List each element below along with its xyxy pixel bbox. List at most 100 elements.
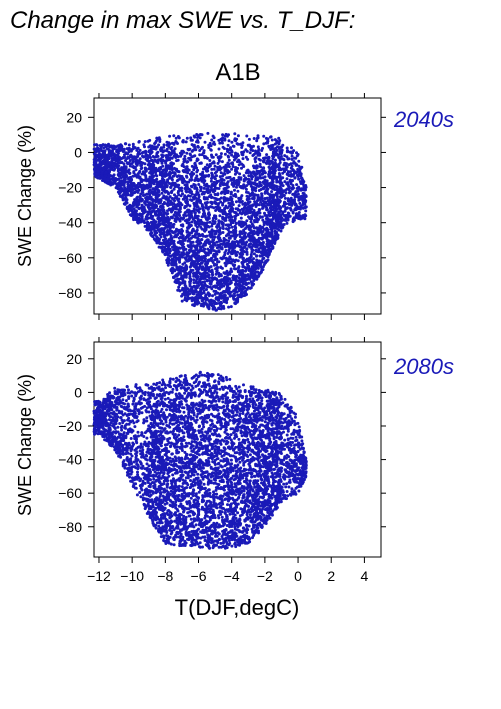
scatter-point bbox=[261, 244, 265, 248]
scatter-point bbox=[248, 200, 252, 204]
scatter-point bbox=[94, 156, 98, 160]
scatter-point bbox=[108, 162, 112, 166]
scatter-point bbox=[135, 205, 139, 209]
scatter-point bbox=[228, 218, 232, 222]
scatter-point bbox=[127, 147, 131, 150]
scatter-point bbox=[245, 252, 249, 256]
scatter-point bbox=[130, 162, 134, 165]
scatter-point bbox=[178, 258, 182, 262]
scatter-point bbox=[233, 242, 237, 246]
scatter-point bbox=[98, 154, 102, 158]
scatter-point bbox=[240, 200, 244, 203]
scatter-point bbox=[203, 140, 207, 144]
scatter-point bbox=[241, 157, 245, 161]
scatter-point bbox=[240, 144, 244, 147]
scatter-point bbox=[159, 199, 163, 203]
scatter-point bbox=[148, 177, 152, 181]
scatter-point bbox=[154, 200, 158, 204]
scatter-point bbox=[234, 195, 238, 198]
scatter-point bbox=[189, 278, 193, 281]
scatter-point bbox=[230, 215, 234, 219]
scatter-point bbox=[146, 139, 150, 143]
scatter-point bbox=[94, 164, 97, 168]
scatter-point bbox=[223, 134, 227, 138]
scatter-point bbox=[220, 278, 223, 282]
scatter-point bbox=[240, 242, 244, 246]
scatter-point bbox=[252, 209, 256, 212]
scatter-point bbox=[200, 299, 204, 303]
scatter-point bbox=[237, 265, 241, 269]
scatter-point bbox=[286, 197, 290, 201]
scatter-point bbox=[220, 160, 224, 164]
scatter-point bbox=[209, 230, 213, 234]
scatter-point bbox=[246, 266, 250, 269]
scatter-point bbox=[248, 151, 252, 155]
scatter-point bbox=[291, 184, 295, 187]
scatter-point bbox=[209, 235, 213, 239]
scatter-point bbox=[250, 248, 254, 251]
scatter-point bbox=[257, 243, 261, 247]
scatter-point bbox=[233, 263, 237, 267]
scatter-point bbox=[199, 218, 203, 222]
scatter-point bbox=[159, 157, 163, 161]
scatter-point bbox=[196, 281, 200, 285]
scatter-point bbox=[240, 194, 244, 198]
scatter-point bbox=[265, 196, 269, 200]
scatter-point bbox=[137, 201, 141, 205]
scatter-point bbox=[107, 142, 110, 146]
scatter-point bbox=[213, 142, 217, 146]
scatter-point bbox=[102, 146, 106, 150]
scatter-point bbox=[167, 259, 171, 262]
scatter-point bbox=[268, 175, 272, 179]
scatter-point bbox=[202, 149, 206, 153]
scatter-point bbox=[169, 208, 173, 211]
scatter-point bbox=[168, 241, 172, 245]
scatter-point bbox=[253, 213, 257, 217]
scatter-point bbox=[253, 174, 257, 178]
scatter-point bbox=[227, 148, 231, 152]
scatter-point bbox=[246, 286, 250, 289]
scatter-point bbox=[273, 158, 277, 162]
scatter-point bbox=[297, 159, 301, 163]
scatter-point bbox=[233, 249, 237, 253]
scatter-point bbox=[212, 222, 215, 226]
scatter-point bbox=[297, 211, 301, 214]
scatter-point bbox=[268, 196, 272, 200]
scatter-point bbox=[244, 187, 248, 191]
scatter-point bbox=[139, 218, 143, 222]
scatter-point bbox=[263, 247, 267, 251]
scatter-point bbox=[225, 186, 229, 189]
scatter-point bbox=[186, 210, 190, 214]
scatter-point bbox=[153, 142, 157, 146]
scatter-point bbox=[278, 177, 282, 181]
scatter-point bbox=[304, 209, 308, 213]
scatter-point bbox=[258, 215, 262, 219]
scatter-point bbox=[111, 158, 115, 162]
scatter-point bbox=[155, 145, 159, 149]
scatter-point bbox=[213, 235, 217, 239]
scatter-point bbox=[299, 196, 303, 200]
scatter-point bbox=[190, 254, 194, 258]
scatter-point bbox=[165, 143, 169, 147]
scatter-point bbox=[221, 133, 225, 137]
scatter-point bbox=[275, 152, 279, 156]
scatter-point bbox=[205, 163, 209, 167]
scatter-point bbox=[182, 157, 186, 161]
scatter-point bbox=[199, 246, 203, 250]
scatter-point bbox=[291, 199, 295, 202]
scatter-point bbox=[227, 158, 231, 162]
scatter-point bbox=[149, 195, 153, 199]
scatter-point bbox=[207, 273, 211, 277]
scatter-point bbox=[250, 185, 254, 189]
scatter-point bbox=[298, 214, 302, 218]
scatter-point bbox=[178, 260, 182, 264]
scatter-point bbox=[190, 190, 193, 194]
figure-title: Change in max SWE vs. T_DJF: bbox=[10, 7, 355, 34]
scatter-point bbox=[200, 283, 204, 287]
scatter-point bbox=[223, 206, 227, 210]
scatter-point bbox=[223, 251, 227, 255]
scatter-point bbox=[229, 221, 233, 225]
scatter-point bbox=[258, 254, 262, 258]
scatter-point bbox=[269, 135, 273, 139]
